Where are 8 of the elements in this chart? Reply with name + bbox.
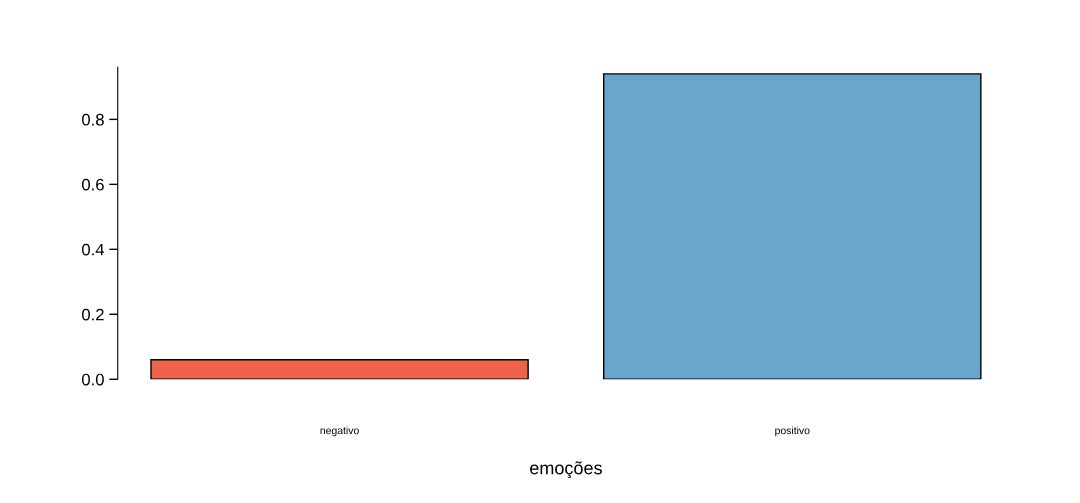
y-tick-label: 0.6 bbox=[82, 178, 104, 191]
x-tick-label: positivo bbox=[775, 426, 810, 437]
y-tick-label: 0.8 bbox=[82, 113, 104, 126]
y-tick-label: 0.0 bbox=[82, 373, 104, 386]
y-tick-label: 0.2 bbox=[82, 308, 104, 321]
x-tick-label: negativo bbox=[320, 426, 359, 437]
y-tick-label: 0.4 bbox=[82, 243, 105, 256]
x-axis-title: emoções bbox=[530, 461, 602, 479]
